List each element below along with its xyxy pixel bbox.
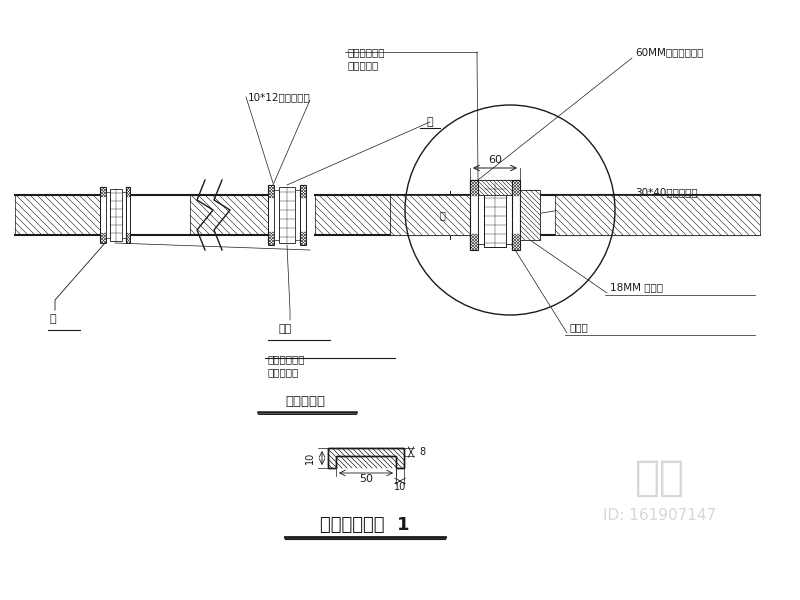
Bar <box>390 195 470 235</box>
Text: 30*40烘干木龙骨: 30*40烘干木龙骨 <box>635 187 698 197</box>
Bar <box>190 195 268 235</box>
Bar <box>15 195 100 235</box>
Bar <box>268 185 274 245</box>
Text: 知本: 知本 <box>635 457 685 499</box>
Text: 门套剪面图: 门套剪面图 <box>285 395 325 408</box>
Bar <box>315 195 390 235</box>
Text: 18MM 木工板: 18MM 木工板 <box>610 282 663 292</box>
Text: 50: 50 <box>359 474 373 484</box>
Bar <box>274 190 279 240</box>
Text: 10: 10 <box>394 482 406 492</box>
Text: ID: 161907147: ID: 161907147 <box>603 508 717 523</box>
Bar <box>478 180 512 195</box>
Text: 清水漆饰面: 清水漆饰面 <box>347 60 378 70</box>
Text: 门: 门 <box>426 117 434 127</box>
Bar <box>478 186 484 244</box>
Bar <box>126 187 130 243</box>
Text: 门: 门 <box>439 210 445 220</box>
Bar <box>279 187 295 243</box>
Bar <box>555 195 760 235</box>
Bar <box>110 189 122 241</box>
Polygon shape <box>328 448 404 468</box>
Bar <box>122 192 126 238</box>
Text: 8: 8 <box>419 447 425 457</box>
Bar <box>484 183 506 247</box>
Text: 樱桃木三夹板: 樱桃木三夹板 <box>268 354 306 364</box>
Bar <box>512 180 520 250</box>
Text: 60: 60 <box>488 155 502 165</box>
Text: 清水漆饰面: 清水漆饰面 <box>268 367 299 377</box>
Bar <box>300 185 306 245</box>
Text: 门: 门 <box>50 314 57 324</box>
Bar <box>295 190 300 240</box>
Text: 门窗套线详图  1: 门窗套线详图 1 <box>320 516 410 534</box>
Text: 10*12樱桃木平线: 10*12樱桃木平线 <box>248 92 310 102</box>
Text: 门夹: 门夹 <box>278 324 292 334</box>
Bar <box>100 187 106 243</box>
Bar <box>470 180 478 250</box>
Bar <box>506 186 512 244</box>
Bar <box>520 190 540 240</box>
Bar <box>106 192 110 238</box>
Text: 60MM樱桃木门套线: 60MM樱桃木门套线 <box>635 47 703 57</box>
Text: 樱桃木三夹板: 樱桃木三夹板 <box>347 47 385 57</box>
Text: 九夹板: 九夹板 <box>570 322 589 332</box>
Text: 10: 10 <box>305 452 315 464</box>
